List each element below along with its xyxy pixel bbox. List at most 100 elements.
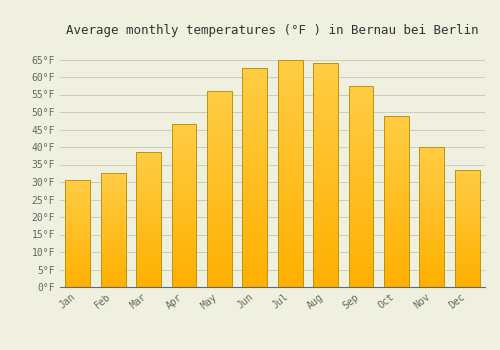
Bar [66, 203, 90, 205]
Bar [100, 262, 126, 264]
Bar [455, 285, 479, 287]
Bar [100, 200, 126, 202]
Bar [242, 134, 267, 138]
Bar [384, 250, 409, 253]
Bar [348, 250, 374, 253]
Bar [172, 281, 196, 284]
Bar [455, 223, 479, 224]
Bar [420, 196, 444, 198]
Bar [172, 273, 196, 276]
Bar [348, 163, 374, 166]
Bar [100, 285, 126, 287]
Bar [384, 164, 409, 167]
Bar [100, 245, 126, 247]
Bar [313, 190, 338, 194]
Bar [313, 194, 338, 197]
Bar [420, 259, 444, 261]
Bar [242, 210, 267, 214]
Bar [136, 235, 161, 238]
Bar [384, 190, 409, 193]
Bar [313, 276, 338, 280]
Bar [136, 217, 161, 220]
Bar [242, 167, 267, 170]
Bar [348, 99, 374, 103]
Bar [313, 63, 338, 67]
Bar [455, 170, 479, 287]
Bar [242, 108, 267, 112]
Bar [455, 264, 479, 266]
Bar [348, 223, 374, 227]
Bar [66, 210, 90, 212]
Bar [420, 180, 444, 182]
Bar [242, 97, 267, 101]
Bar [207, 277, 232, 280]
Bar [100, 190, 126, 192]
Bar [242, 185, 267, 189]
Bar [455, 203, 479, 205]
Bar [278, 230, 302, 234]
Bar [136, 222, 161, 224]
Bar [100, 251, 126, 253]
Bar [172, 214, 196, 216]
Bar [242, 214, 267, 218]
Bar [455, 207, 479, 209]
Bar [207, 238, 232, 241]
Bar [455, 236, 479, 238]
Bar [100, 260, 126, 262]
Bar [420, 266, 444, 268]
Bar [278, 158, 302, 162]
Bar [207, 231, 232, 235]
Bar [136, 215, 161, 217]
Bar [278, 97, 302, 101]
Bar [384, 147, 409, 150]
Bar [100, 217, 126, 219]
Bar [455, 193, 479, 195]
Bar [278, 143, 302, 147]
Bar [66, 285, 90, 287]
Bar [242, 232, 267, 236]
Bar [172, 268, 196, 271]
Bar [207, 137, 232, 140]
Bar [420, 212, 444, 215]
Bar [172, 124, 196, 287]
Bar [66, 259, 90, 260]
Bar [66, 189, 90, 191]
Bar [242, 90, 267, 94]
Bar [242, 141, 267, 145]
Bar [242, 196, 267, 200]
Bar [66, 226, 90, 228]
Bar [278, 188, 302, 192]
Bar [348, 170, 374, 173]
Bar [278, 63, 302, 67]
Bar [313, 216, 338, 220]
Bar [172, 132, 196, 135]
Bar [420, 217, 444, 219]
Bar [66, 269, 90, 271]
Bar [136, 265, 161, 267]
Bar [348, 176, 374, 180]
Bar [278, 109, 302, 113]
Bar [136, 274, 161, 276]
Bar [313, 197, 338, 201]
Bar [66, 180, 90, 287]
Bar [348, 113, 374, 116]
Bar [278, 185, 302, 188]
Bar [420, 229, 444, 231]
Bar [348, 186, 374, 190]
Bar [172, 192, 196, 195]
Bar [100, 272, 126, 274]
Bar [420, 285, 444, 287]
Bar [348, 230, 374, 233]
Bar [172, 178, 196, 181]
Bar [348, 260, 374, 264]
Bar [207, 147, 232, 150]
Bar [278, 113, 302, 116]
Bar [100, 181, 126, 183]
Bar [384, 210, 409, 213]
Bar [172, 187, 196, 189]
Bar [100, 249, 126, 251]
Bar [66, 271, 90, 273]
Bar [313, 97, 338, 100]
Bar [100, 270, 126, 272]
Bar [207, 114, 232, 117]
